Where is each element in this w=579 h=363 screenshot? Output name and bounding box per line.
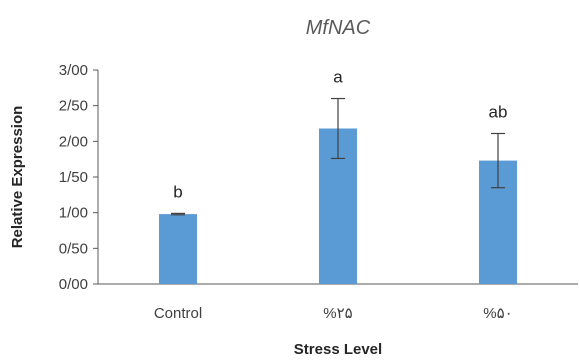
error-bar [331, 97, 345, 160]
y-tick-label: 2/50 [59, 98, 88, 115]
x-category-label: Control [154, 305, 202, 322]
significance-label: ab [489, 102, 508, 121]
y-tick-label: 0/50 [59, 240, 88, 257]
x-category-label: %۲۵ [323, 305, 352, 322]
chart-title: MfNAC [306, 17, 371, 39]
y-tick-label: 2/00 [59, 133, 88, 150]
y-tick-label: 0/00 [59, 276, 88, 293]
significance-label: b [173, 182, 182, 201]
x-axis-categories: Control %۲۵ %۵۰ [154, 305, 513, 322]
significance-labels: b a ab [173, 68, 507, 202]
y-tick-label: 3/00 [59, 62, 88, 79]
y-axis-label: Relative Expression [9, 106, 26, 249]
significance-label: a [333, 68, 343, 87]
y-tick-label: 1/00 [59, 205, 88, 222]
error-bar [171, 212, 185, 216]
y-axis-ticks: 0/00 0/50 1/00 1/50 2/00 2/50 3/00 [59, 62, 98, 293]
x-category-label: %۵۰ [483, 305, 512, 322]
x-axis-label: Stress Level [294, 341, 382, 358]
y-tick-label: 1/50 [59, 169, 88, 186]
bar [159, 214, 197, 284]
error-bar [491, 132, 505, 189]
error-bars [171, 97, 505, 216]
